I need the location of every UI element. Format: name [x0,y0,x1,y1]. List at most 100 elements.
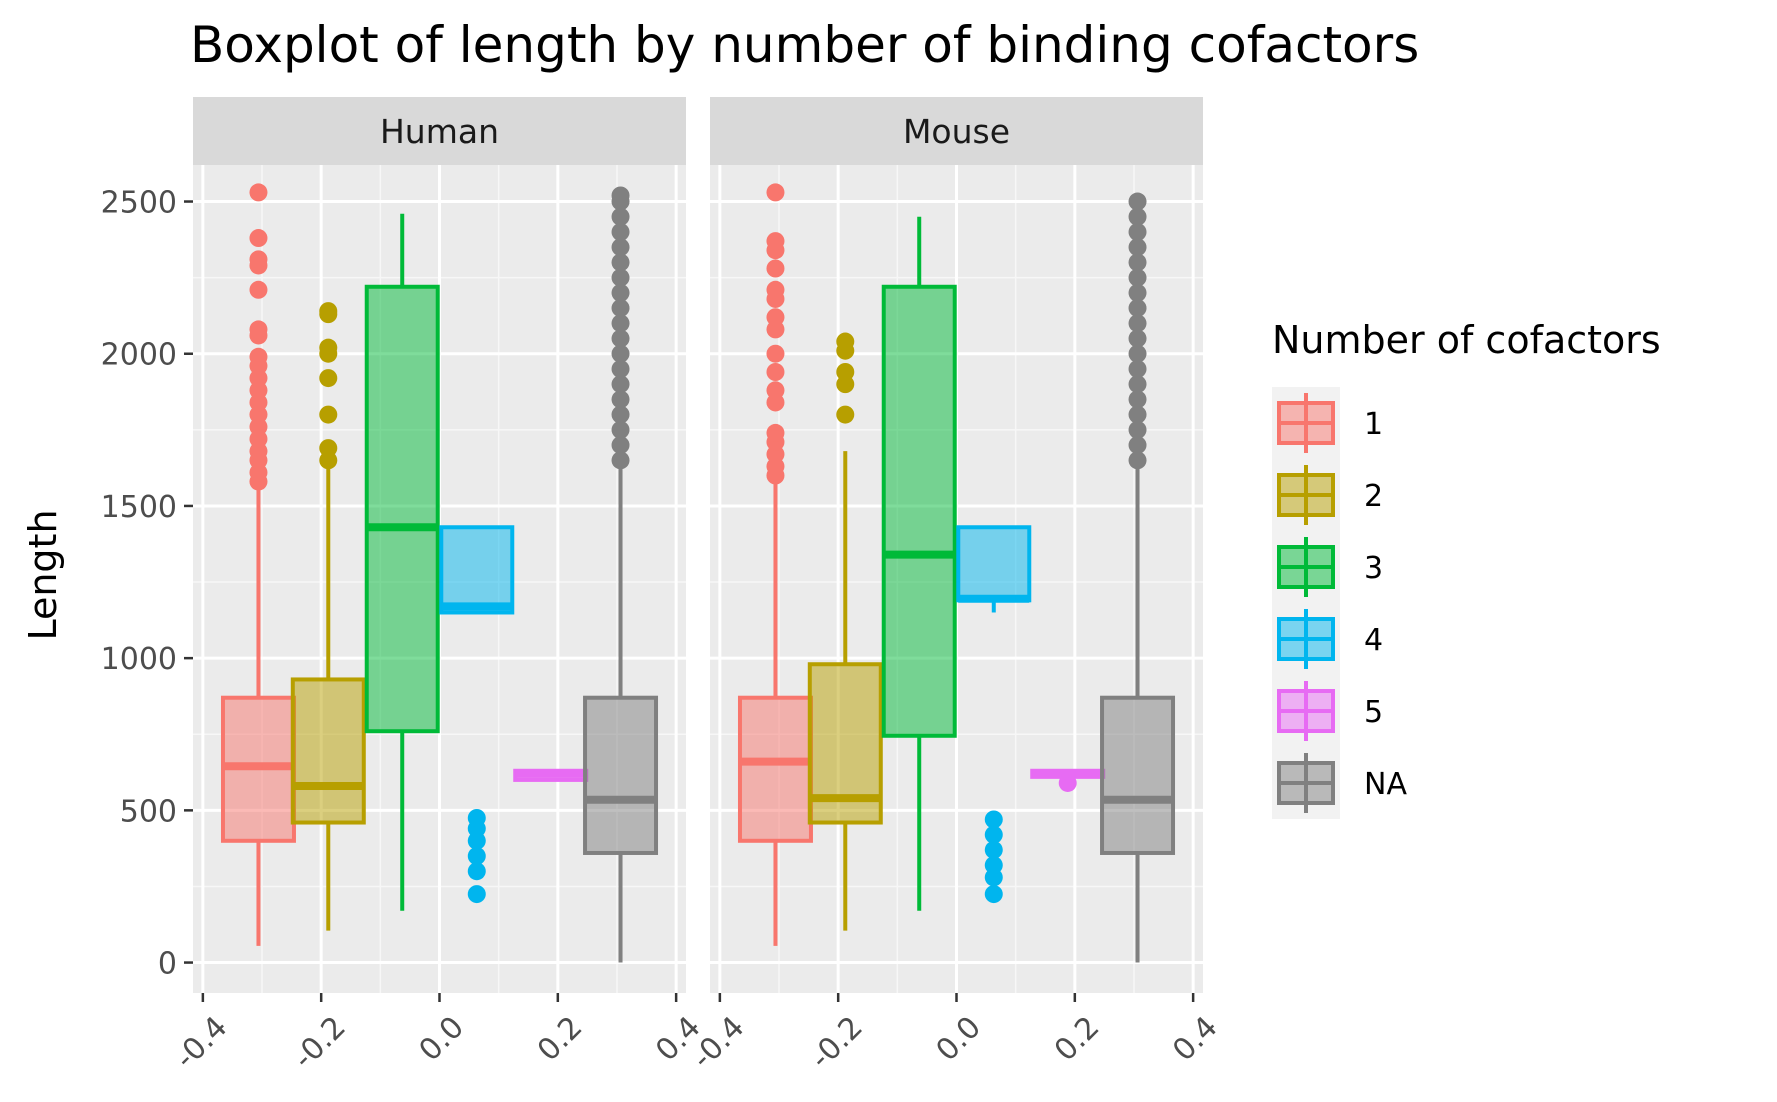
outlier-point [836,405,855,424]
legend-key-na: NA [1277,753,1407,813]
box-group-5 [513,768,589,782]
outlier-point [611,359,630,378]
outlier-point [611,299,630,318]
legend-label: 1 [1364,407,1383,442]
outlier-point [611,283,630,302]
y-tick-label: 2500 [101,186,177,221]
outlier-point [319,439,338,458]
outlier-point [984,825,1003,844]
box-group-1 [737,183,813,946]
outlier-point [1128,314,1147,333]
legend: Number of cofactors 1 2 3 4 5 NA [1272,318,1661,819]
outlier-point [1128,436,1147,455]
outlier-point [611,238,630,257]
box-group-na [583,186,659,963]
box-group-2 [290,302,366,931]
outlier-point [1128,405,1147,424]
box-group-4 [956,525,1032,904]
legend-key-background [1272,387,1340,819]
outlier-point [319,369,338,388]
legend-label: 2 [1364,479,1383,514]
box-iqr [439,525,515,615]
y-tick-label: 0 [158,947,177,982]
outlier-point [611,344,630,363]
box-group-3 [881,216,957,911]
outlier-point [249,280,268,299]
outlier-point [611,436,630,455]
outlier-point [1128,344,1147,363]
outlier-point [1128,192,1147,211]
outlier-point [984,885,1003,904]
outlier-point [766,259,785,278]
outlier-point [984,856,1003,875]
outlier-point [1128,299,1147,318]
box-iqr [290,677,366,825]
facet-strip-label: Human [380,112,499,151]
outlier-point [766,280,785,299]
outlier-point [467,885,486,904]
outlier-point [766,308,785,327]
outlier-point [249,320,268,339]
facet-strip-label: Mouse [903,112,1010,151]
facet-strip [193,97,686,165]
outlier-point [319,302,338,321]
facet-strip [710,97,1203,165]
legend-label: NA [1364,767,1407,802]
outlier-point [1128,207,1147,226]
outlier-point [766,232,785,251]
outlier-point [611,329,630,348]
y-axis-label: Length [21,509,65,640]
outlier-point [766,381,785,400]
box-group-2 [807,332,883,931]
outlier-point [611,420,630,439]
outlier-point [836,332,855,351]
outlier-point [611,314,630,333]
legend-key-2: 2 [1277,465,1383,525]
legend-label: 5 [1364,695,1383,730]
outlier-point [1128,375,1147,394]
legend-key-1: 1 [1277,393,1383,453]
outlier-point [1128,420,1147,439]
y-tick-label: 500 [120,794,177,829]
box-group-1 [220,183,296,946]
outlier-point [611,186,630,205]
outlier-point [611,268,630,287]
outlier-point [1128,222,1147,241]
outlier-point [249,347,268,366]
outlier-point [249,183,268,202]
outlier-point [611,451,630,470]
legend-key-5: 5 [1277,681,1383,741]
outlier-point [467,847,486,866]
box-iqr [1100,695,1176,855]
chart-title: Boxplot of length by number of binding c… [190,16,1419,74]
outlier-point [836,363,855,381]
legend-key-3: 3 [1277,537,1383,597]
outlier-point [611,390,630,409]
outlier-point [1058,773,1077,792]
outlier-point [1128,359,1147,378]
outlier-point [611,405,630,424]
box-iqr [956,525,1032,603]
outlier-point [319,338,338,357]
box-group-4 [439,525,515,904]
legend-label: 3 [1364,551,1383,586]
outlier-point [984,840,1003,859]
box-iqr [364,284,440,734]
box-group-3 [364,213,440,911]
legend-label: 4 [1364,623,1383,658]
outlier-point [1128,238,1147,257]
outlier-point [766,183,785,202]
outlier-point [611,207,630,226]
box-group-5 [1030,768,1106,792]
outlier-point [611,253,630,272]
outlier-point [1128,283,1147,302]
panel-mouse: Mouse-0.4 -0.2 0.0 0.2 0.4 [685,97,1225,1076]
outlier-point [467,808,486,827]
box-iqr [583,695,659,855]
legend-key-4: 4 [1277,609,1383,669]
outlier-point [611,222,630,241]
